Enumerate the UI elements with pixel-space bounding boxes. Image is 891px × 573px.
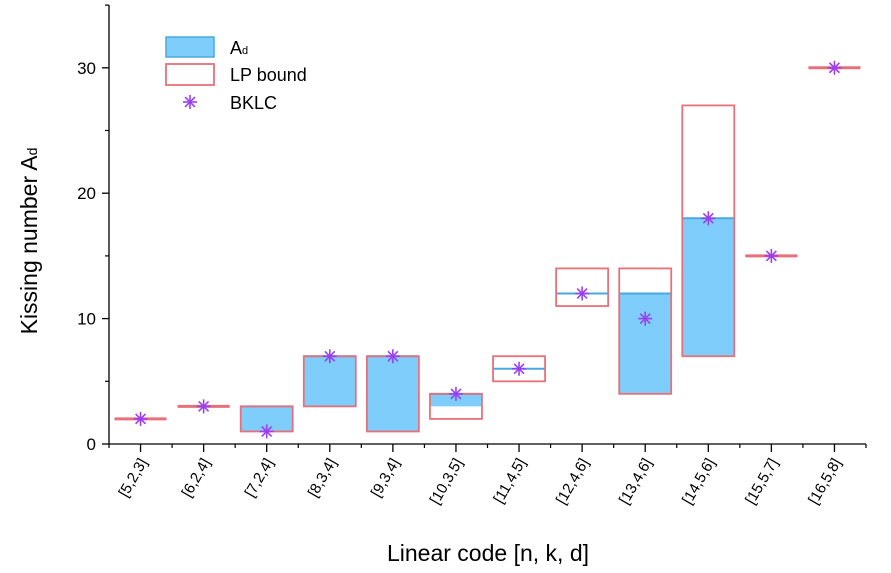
x-tick-label: [12,4,6] — [553, 456, 593, 508]
bklc-marker — [448, 386, 463, 401]
x-tick-label: [8,3,4] — [305, 456, 341, 501]
y-tick-label: 10 — [77, 310, 96, 329]
legend-swatch-lp-bound — [165, 63, 215, 86]
ad-bar — [366, 356, 419, 432]
bklc-marker — [575, 286, 590, 301]
x-tick-label: [15,5,7] — [742, 456, 782, 508]
x-tick-label: [14,5,6] — [679, 456, 719, 508]
legend-label-lp-bound: LP bound — [230, 65, 307, 85]
x-axis-label: Linear code [n, k, d] — [387, 540, 589, 566]
x-tick-label: [9,3,4] — [368, 456, 404, 501]
legend-star-glyph — [183, 95, 197, 109]
ad-bar — [682, 218, 735, 357]
bklc-marker — [827, 60, 842, 75]
y-axis-label: Kissing number Ad — [16, 148, 42, 335]
ad-bar — [619, 293, 672, 394]
y-tick-label: 0 — [87, 435, 96, 454]
legend-label-bklc: BKLC — [230, 93, 277, 113]
x-tick-label: [10,3,5] — [427, 456, 467, 508]
lp-bound-box — [555, 267, 610, 307]
bklc-marker — [701, 211, 716, 226]
legend-label-ad: Ad — [230, 38, 248, 58]
bklc-marker — [259, 424, 274, 439]
lp-bound-box — [681, 104, 736, 358]
bklc-marker — [133, 411, 148, 426]
lp-bound-box — [618, 267, 673, 395]
legend-swatch-ad — [165, 36, 215, 58]
ad-bar — [303, 356, 356, 407]
x-tick-label: [13,4,6] — [616, 456, 656, 508]
bklc-marker — [322, 349, 337, 364]
x-tick-label: [11,4,5] — [490, 456, 529, 507]
x-tick-label: [5,2,3] — [115, 456, 151, 501]
x-tick-label: [7,2,4] — [242, 456, 278, 501]
y-tick-label: 20 — [77, 184, 96, 203]
bklc-marker — [512, 361, 527, 376]
bklc-marker — [764, 248, 779, 263]
bklc-marker — [638, 311, 653, 326]
y-tick-label: 30 — [77, 59, 96, 78]
legend-marker-bklc — [183, 95, 197, 109]
plot-area — [114, 60, 861, 439]
bklc-marker — [385, 349, 400, 364]
legend: Ad LP bound BKLC — [165, 36, 307, 113]
lp-bound-box — [492, 355, 546, 383]
x-tick-label: [16,5,8] — [805, 456, 845, 508]
bklc-marker — [196, 399, 211, 414]
x-tick-label: [6,2,4] — [179, 456, 215, 501]
